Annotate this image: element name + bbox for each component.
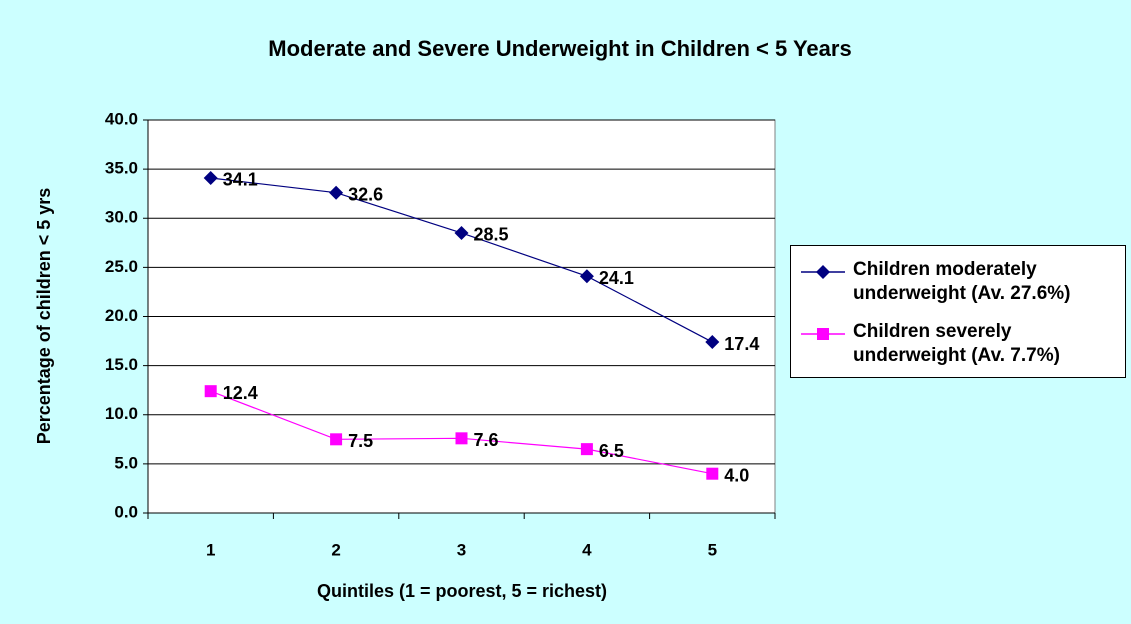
data-point [579, 269, 594, 284]
data-point [329, 185, 344, 200]
data-label: 4.0 [724, 465, 749, 485]
data-point [705, 335, 720, 350]
y-axis-label: Percentage of children < 5 yrs [34, 188, 54, 445]
y-tick-label: 0.0 [114, 502, 138, 521]
data-label: 12.4 [223, 383, 258, 403]
data-point [706, 467, 719, 480]
data-label: 7.5 [348, 431, 373, 451]
y-tick-label: 25.0 [105, 257, 138, 276]
data-label: 17.4 [724, 334, 759, 354]
data-label: 32.6 [348, 184, 383, 204]
legend-label: Children moderately underweight (Av. 27.… [853, 259, 1071, 304]
data-label: 7.6 [474, 430, 499, 450]
data-label: 24.1 [599, 268, 634, 288]
y-tick-label: 15.0 [105, 355, 138, 374]
legend: Children moderately underweight (Av. 27.… [790, 245, 1126, 378]
x-tick-label: 4 [582, 540, 592, 559]
y-tick-label: 20.0 [105, 306, 138, 325]
x-tick-label: 3 [457, 540, 466, 559]
y-tick-label: 40.0 [105, 109, 138, 128]
data-point [204, 385, 217, 398]
y-tick-label: 5.0 [114, 453, 138, 472]
data-label: 6.5 [599, 441, 624, 461]
y-tick-label: 10.0 [105, 404, 138, 423]
data-point [580, 443, 593, 456]
x-tick-label: 1 [206, 540, 215, 559]
x-tick-label: 5 [708, 540, 717, 559]
data-point [455, 432, 468, 445]
legend-symbol [801, 265, 845, 279]
data-point [330, 433, 343, 446]
x-axis-label: Quintiles (1 = poorest, 5 = richest) [317, 581, 607, 601]
data-label: 28.5 [474, 225, 509, 245]
data-label: 34.1 [223, 170, 258, 190]
x-tick-label: 2 [331, 540, 340, 559]
legend-symbol [801, 328, 845, 340]
y-tick-label: 35.0 [105, 159, 138, 178]
data-point [203, 170, 218, 185]
legend-label: Children severely underweight (Av. 7.7%) [853, 321, 1060, 366]
data-point [454, 225, 469, 240]
y-tick-label: 30.0 [105, 208, 138, 227]
chart-title: Moderate and Severe Underweight in Child… [268, 36, 851, 61]
